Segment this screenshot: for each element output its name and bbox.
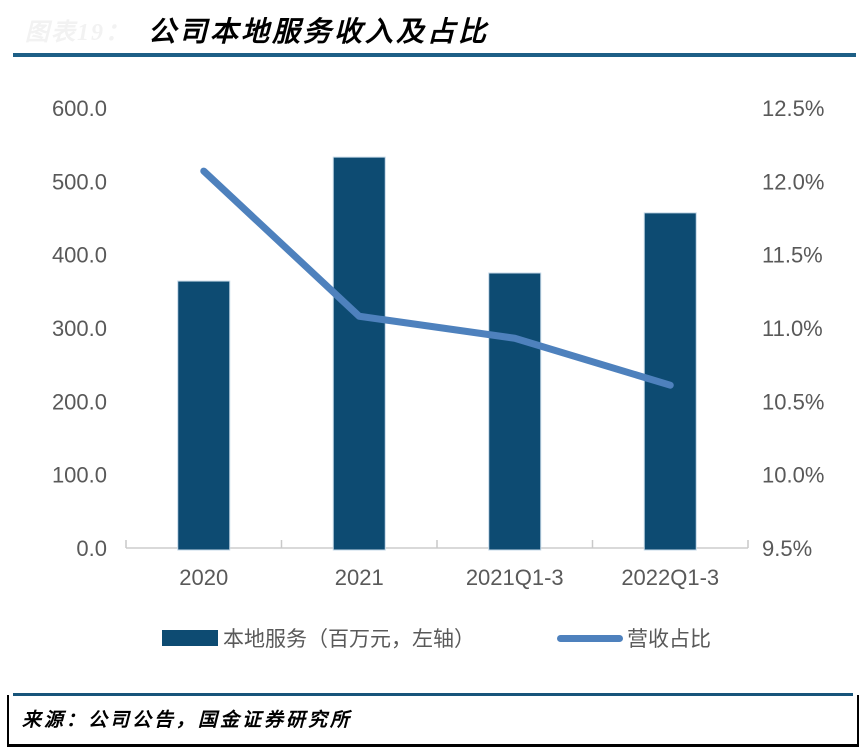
right-axis-tick-label: 10.5%	[762, 389, 824, 414]
right-axis-tick-label: 9.5%	[762, 536, 812, 561]
left-axis-tick-label: 200.0	[52, 389, 107, 414]
legend-item-local-services: 本地服务（百万元，左轴）	[162, 624, 475, 652]
title-underline-rule	[13, 53, 856, 57]
source-note: 来源：公司公告，国金证券研究所	[22, 710, 353, 731]
right-axis-tick-label: 10.0%	[762, 463, 824, 488]
left-axis-tick-label: 600.0	[52, 96, 107, 121]
right-axis-tick-label: 12.0%	[762, 169, 824, 194]
right-axis-tick-label: 11.5%	[762, 243, 823, 268]
category-label: 2020	[179, 565, 228, 590]
footer-frame	[7, 695, 859, 747]
page-title: 公司本地服务收入及占比	[148, 17, 490, 48]
revenue-share-line	[200, 167, 674, 389]
left-axis-tick-label: 500.0	[52, 169, 107, 194]
category-label: 2021Q1-3	[466, 565, 564, 590]
footer-top-rule	[13, 693, 853, 696]
category-label: 2022Q1-3	[621, 565, 719, 590]
bar-2021Q1-3	[488, 272, 542, 551]
bar-2021	[332, 156, 386, 551]
left-axis-tick-label: 300.0	[52, 316, 107, 341]
chart-legend: 本地服务（百万元，左轴） 营收占比	[0, 624, 866, 652]
left-axis-tick-label: 0.0	[76, 536, 107, 561]
bar-2020	[177, 280, 231, 551]
bar-series-swatch	[162, 630, 218, 646]
legend-item-revenue-share: 营收占比	[557, 624, 711, 652]
legend-label-revenue-share: 营收占比	[627, 628, 711, 651]
right-axis-tick-label: 11.0%	[762, 316, 823, 341]
legend-label-local-services: 本地服务（百万元，左轴）	[223, 628, 475, 651]
line-series-swatch	[557, 634, 623, 642]
category-label: 2021	[335, 565, 384, 590]
right-axis-tick-label: 12.5%	[762, 96, 824, 121]
left-axis-tick-label: 400.0	[52, 243, 107, 268]
left-axis-tick-label: 100.0	[52, 463, 107, 488]
figure-number-label: 图表19：	[25, 20, 131, 46]
